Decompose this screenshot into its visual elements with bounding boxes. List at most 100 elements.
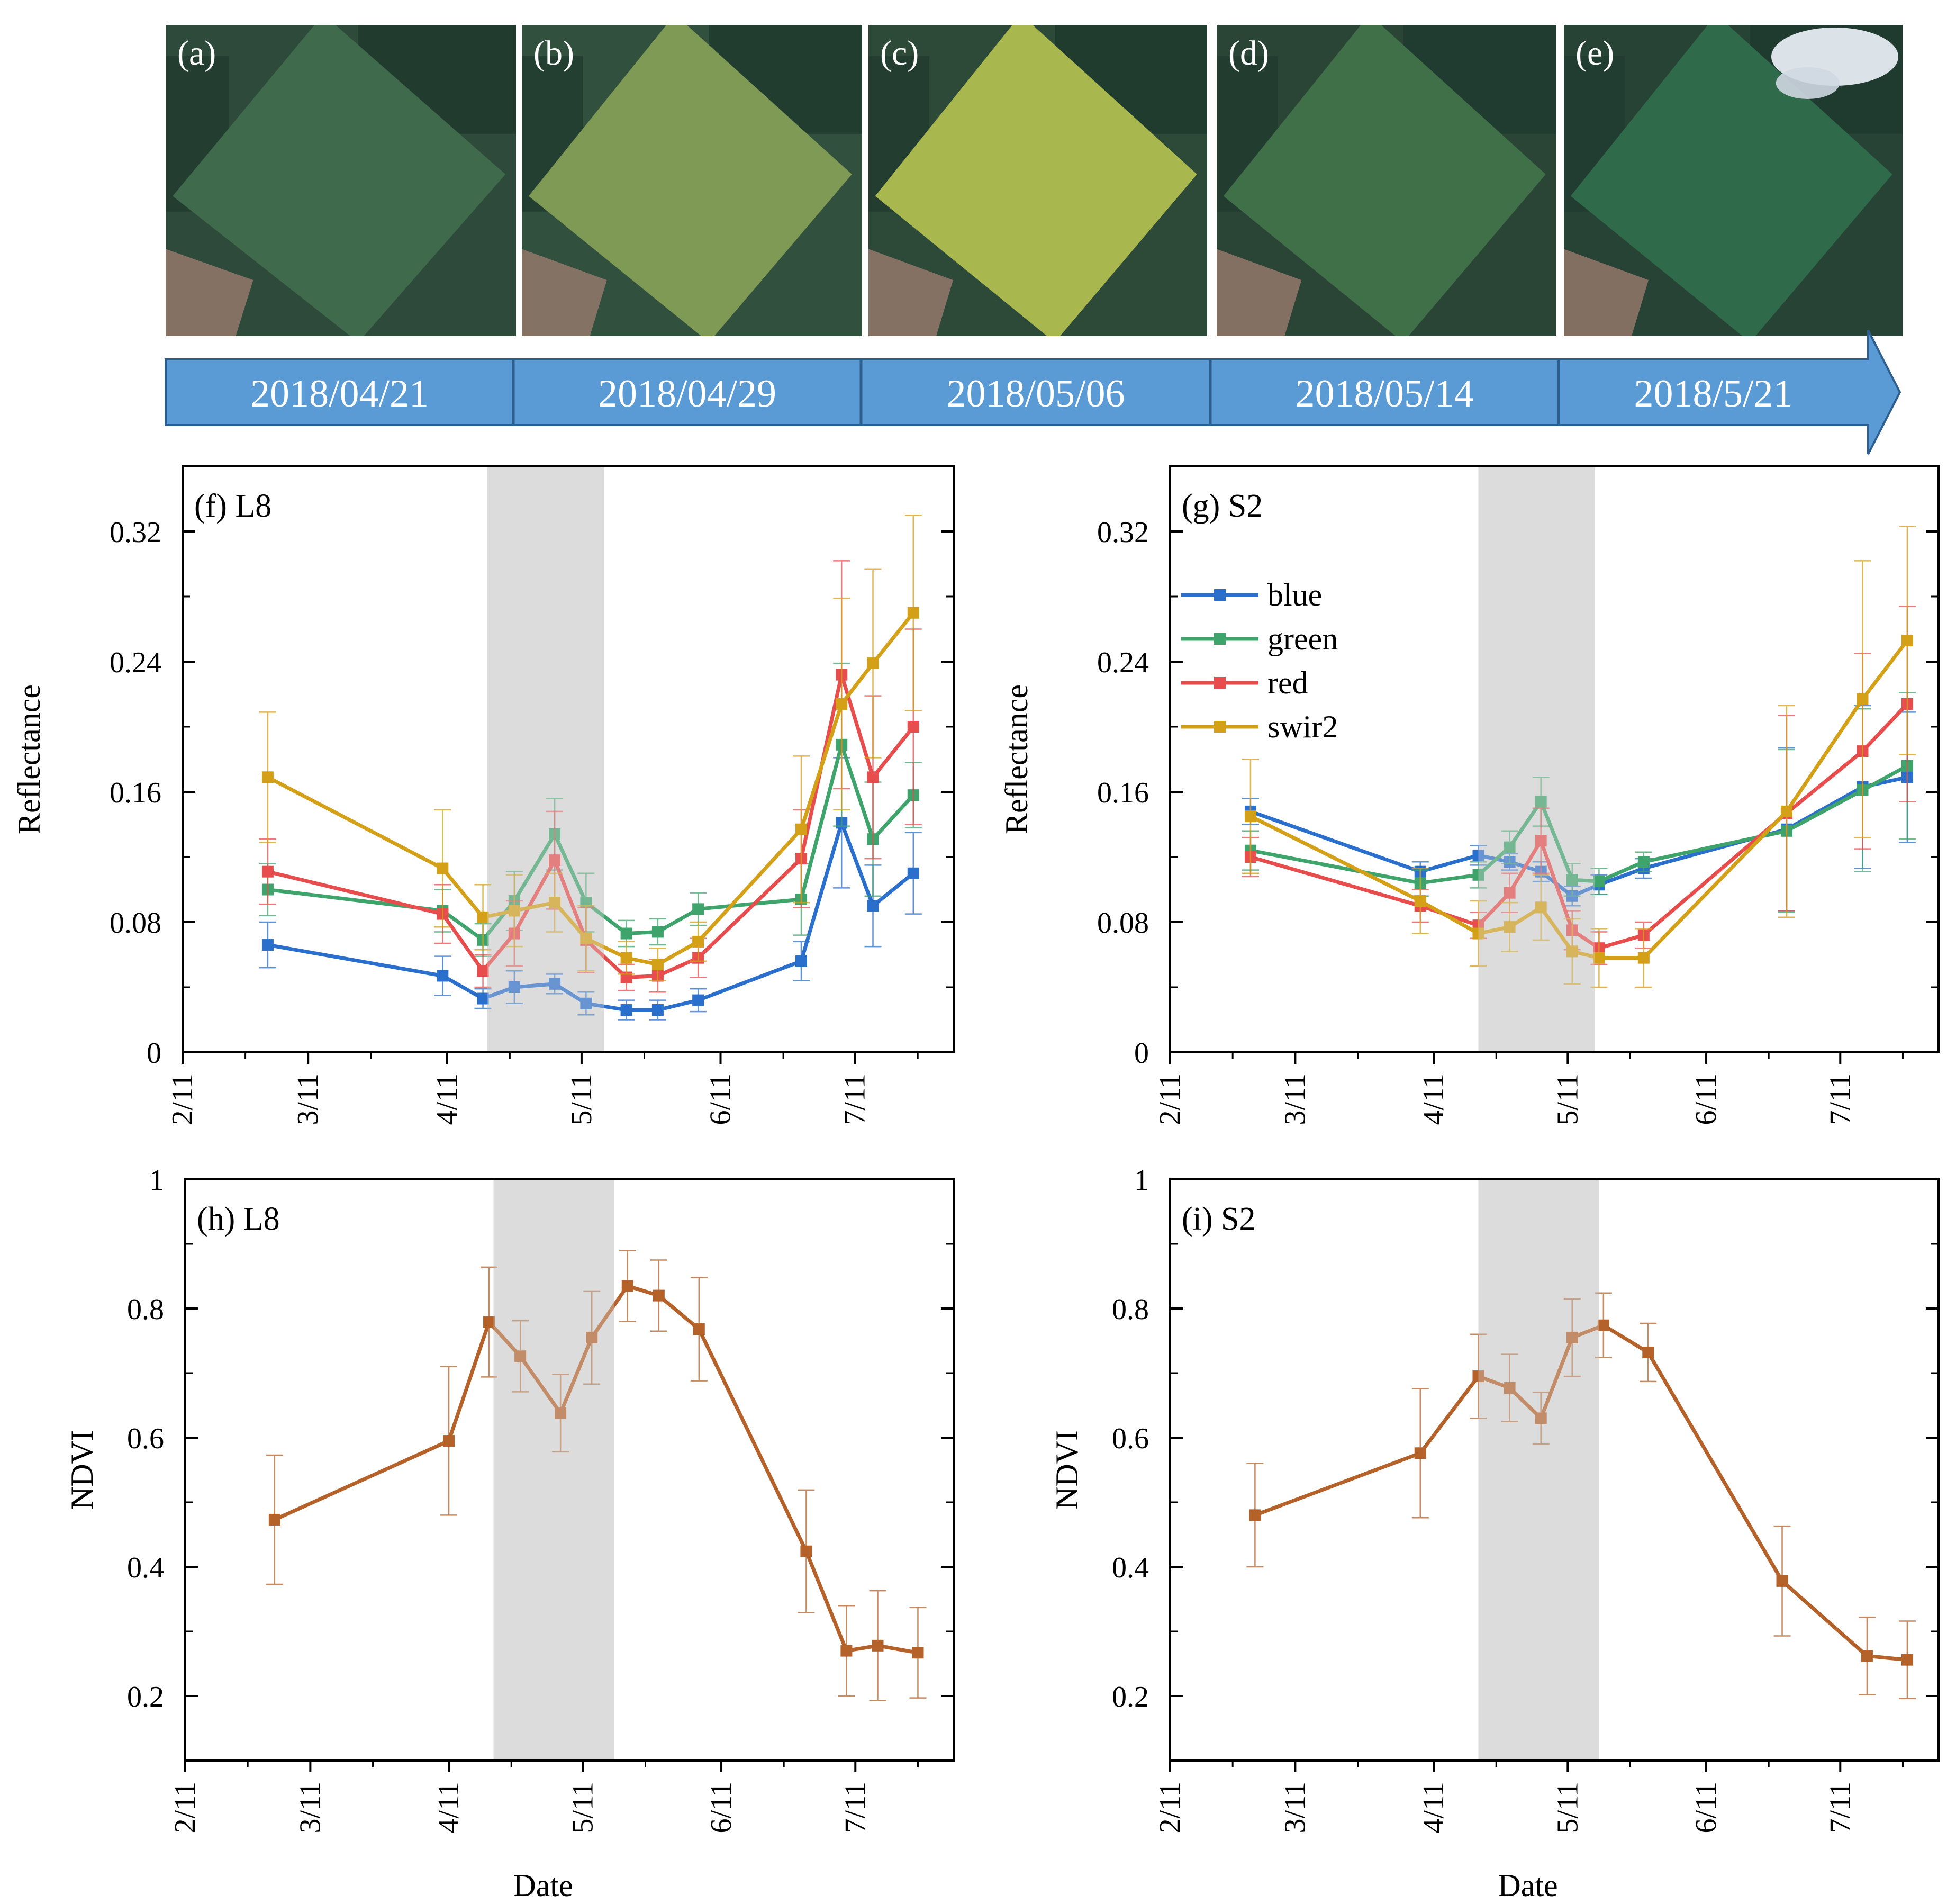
x-tick-label: 6/11 xyxy=(704,1073,737,1125)
panel-label: (g) S2 xyxy=(1182,488,1263,524)
data-point-green xyxy=(620,927,632,940)
plot-frame xyxy=(1169,465,1940,1053)
y-tick-label: 0 xyxy=(147,1037,161,1070)
x-tick-label: 2/11 xyxy=(169,1782,202,1833)
data-point-red xyxy=(1504,887,1516,899)
timeline-date: 2018/05/14 xyxy=(1295,372,1473,416)
data-point-ndvi xyxy=(872,1639,884,1652)
data-point-green xyxy=(1504,841,1516,853)
y-tick-label: 0.8 xyxy=(1112,1293,1149,1326)
crop-field xyxy=(875,25,1197,336)
data-point-swir2 xyxy=(477,911,489,923)
data-point-blue xyxy=(580,997,592,1009)
data-point-ndvi xyxy=(653,1289,665,1302)
photo-panel-c: (c) xyxy=(868,25,1207,336)
timeline-date: 2018/04/21 xyxy=(250,372,429,416)
data-point-swir2 xyxy=(1504,921,1516,933)
data-point-swir2 xyxy=(549,897,561,909)
data-point-ndvi xyxy=(1642,1346,1654,1358)
y-axis-label: NDVI xyxy=(65,1430,99,1510)
y-tick-label: 0.08 xyxy=(1097,907,1149,940)
y-tick-label: 0.24 xyxy=(1097,646,1149,679)
y-tick-label: 0.8 xyxy=(127,1293,164,1326)
data-point-blue xyxy=(907,867,919,879)
data-point-ndvi xyxy=(1597,1319,1609,1331)
crop-field xyxy=(528,25,852,336)
data-point-green xyxy=(1472,869,1484,881)
y-tick-label: 0.08 xyxy=(110,907,161,940)
data-point-swir2 xyxy=(508,905,520,917)
y-tick-label: 1 xyxy=(1134,1164,1149,1197)
farm-plots xyxy=(868,249,953,336)
data-point-swir2 xyxy=(1566,945,1578,958)
data-point-ndvi xyxy=(443,1435,455,1447)
x-tick-label: 7/11 xyxy=(1824,1782,1857,1833)
data-point-ndvi xyxy=(1249,1509,1261,1521)
data-point-ndvi xyxy=(1776,1575,1788,1587)
data-point-swir2 xyxy=(692,935,704,948)
shaded-period xyxy=(493,1179,614,1761)
data-point-ndvi xyxy=(1861,1650,1873,1662)
legend-marker-swir2 xyxy=(1214,721,1226,733)
x-tick-label: 4/11 xyxy=(432,1782,465,1833)
data-point-ndvi xyxy=(1504,1382,1516,1394)
legend: blue green red swir2 xyxy=(1181,577,1338,744)
y-tick-label: 0.6 xyxy=(1112,1422,1149,1455)
data-point-green xyxy=(1535,796,1547,808)
legend-label-swir2: swir2 xyxy=(1267,709,1338,744)
x-tick-label: 7/11 xyxy=(839,1073,872,1125)
x-tick-label: 4/11 xyxy=(431,1073,464,1125)
y-tick-label: 0.32 xyxy=(1097,516,1149,549)
x-tick-label: 3/11 xyxy=(294,1782,327,1833)
data-point-swir2 xyxy=(1414,895,1426,907)
data-point-ndvi xyxy=(1472,1370,1484,1383)
photo-panel-e: (e) xyxy=(1564,25,1903,336)
data-point-red xyxy=(261,865,274,878)
data-point-red xyxy=(907,721,919,733)
data-point-blue xyxy=(651,1004,664,1016)
y-axis-label: Reflectance xyxy=(999,684,1034,834)
plot-frame xyxy=(184,1178,955,1762)
x-tick-label: 3/11 xyxy=(292,1073,324,1125)
data-point-blue xyxy=(261,939,274,951)
x-tick-label: 2/11 xyxy=(1154,1073,1187,1125)
panel-label: (f) L8 xyxy=(194,488,271,524)
data-point-blue xyxy=(795,955,807,967)
data-point-green xyxy=(692,903,704,915)
y-tick-label: 0.2 xyxy=(127,1681,164,1713)
y-tick-label: 0.24 xyxy=(110,646,161,679)
x-tick-label: 3/11 xyxy=(1279,1782,1311,1833)
legend-label-red: red xyxy=(1267,665,1308,700)
timeline-date: 2018/04/29 xyxy=(598,372,776,416)
timeline: 2018/04/21 2018/04/29 2018/05/06 2018/05/14… xyxy=(165,330,1901,455)
data-point-swir2 xyxy=(795,823,807,835)
x-tick-label: 6/11 xyxy=(1690,1782,1723,1833)
shade-overlay xyxy=(1478,1179,1599,1761)
data-point-swir2 xyxy=(867,657,879,670)
legend-label-green: green xyxy=(1267,621,1338,656)
shaded-period xyxy=(487,466,604,1052)
data-point-swir2 xyxy=(1244,810,1256,823)
shaded-period xyxy=(1478,1179,1599,1761)
x-tick-label: 7/11 xyxy=(1824,1073,1857,1125)
farm-plots xyxy=(166,249,253,336)
data-point-ndvi xyxy=(268,1513,280,1526)
legend-marker-green xyxy=(1214,633,1226,645)
shade-overlay xyxy=(1478,466,1595,1052)
y-tick-label: 0.32 xyxy=(110,516,161,549)
data-point-swir2 xyxy=(836,698,848,710)
data-point-swir2 xyxy=(1472,927,1484,940)
data-point-swir2 xyxy=(907,607,919,619)
data-point-green xyxy=(651,926,664,938)
x-axis-label: Date xyxy=(1498,1868,1557,1903)
data-point-red xyxy=(477,965,489,977)
x-tick-label: 4/11 xyxy=(1417,1782,1450,1833)
x-tick-label: 5/11 xyxy=(1551,1782,1584,1833)
series-swir2 xyxy=(1242,526,1916,988)
series-green xyxy=(1242,692,1916,913)
data-point-blue xyxy=(1472,849,1484,861)
plot-frame xyxy=(182,465,955,1053)
x-axis-label: Date xyxy=(513,1868,573,1903)
series-ndvi xyxy=(1246,1292,1916,1700)
data-point-swir2 xyxy=(437,862,449,874)
